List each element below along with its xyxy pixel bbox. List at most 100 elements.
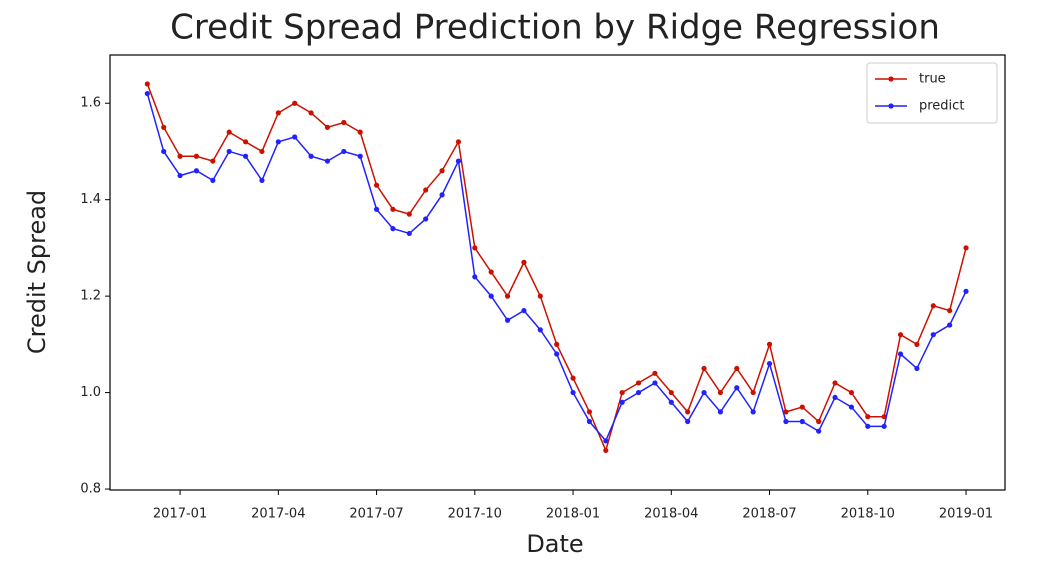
point [701,389,707,396]
point [275,139,281,145]
y-tick-label: 1.6 [80,96,101,111]
point [390,206,396,212]
legend-marker [888,76,894,82]
point [324,124,331,130]
point [504,293,511,299]
point [488,269,494,275]
point [406,211,412,217]
y-tick-label: 1.2 [80,289,101,304]
point [685,418,691,425]
legend-marker [888,103,894,109]
point [766,361,773,367]
point [439,168,445,174]
point [668,389,674,396]
y-tick-label: 1.0 [80,385,101,400]
point [947,307,953,314]
point [897,351,904,357]
point [177,172,183,179]
point [390,226,396,232]
x-tick-label: 2017-07 [349,507,403,522]
point [930,332,936,338]
point [603,438,609,444]
point [341,148,347,155]
point [947,322,953,328]
point [652,380,658,386]
point [963,245,969,251]
point [570,389,576,396]
x-axis-label: Date [526,530,583,558]
point [554,341,560,347]
legend-label: true [919,72,946,87]
point [799,418,805,425]
point [423,187,429,193]
point [832,380,838,386]
point [848,404,855,410]
point [881,423,887,429]
series-line [146,93,967,443]
point [193,153,200,159]
point [799,404,805,410]
point [865,423,871,429]
point [488,293,494,299]
point [193,168,200,174]
point [455,158,462,164]
x-tick-label: 2017-01 [153,507,207,522]
point [603,447,609,454]
point [635,380,642,386]
point [161,124,167,130]
legend-box [866,62,998,124]
point [783,409,789,415]
x-tick-label: 2018-04 [644,507,698,522]
point [177,153,183,159]
point [226,129,232,135]
point [472,274,478,280]
point [472,245,478,251]
y-tick-label: 1.4 [80,192,101,207]
point [930,303,936,309]
point [783,418,789,425]
point [586,418,593,425]
point [242,139,249,145]
point [144,81,150,87]
point [455,139,462,145]
point [423,216,429,222]
point [537,293,543,299]
point [668,399,674,405]
point [439,192,445,198]
point [685,409,691,415]
point [324,158,331,164]
plot-frame [109,54,1006,491]
point [504,317,511,323]
point [750,389,756,396]
point [914,365,920,372]
point [210,177,216,183]
point [897,332,904,338]
x-tick-label: 2017-10 [448,507,502,522]
point [292,100,298,106]
x-tick-label: 2018-10 [841,507,895,522]
point [963,288,969,294]
point [570,375,576,381]
point [717,389,724,396]
point [210,158,216,164]
series-line [146,83,967,453]
point [537,327,543,333]
point [701,365,707,372]
point [816,418,822,425]
point [226,148,232,155]
point [848,389,855,396]
point [652,370,658,376]
legend-label: predict [919,99,964,114]
x-tick-label: 2017-04 [251,507,305,522]
point [734,385,740,391]
point [341,119,347,126]
y-axis-label: Credit Spread [23,190,51,354]
point [586,409,593,415]
point [242,153,249,159]
point [766,341,773,347]
point [832,394,838,401]
point [521,259,527,265]
point [373,182,380,188]
x-tick-label: 2018-01 [546,507,600,522]
